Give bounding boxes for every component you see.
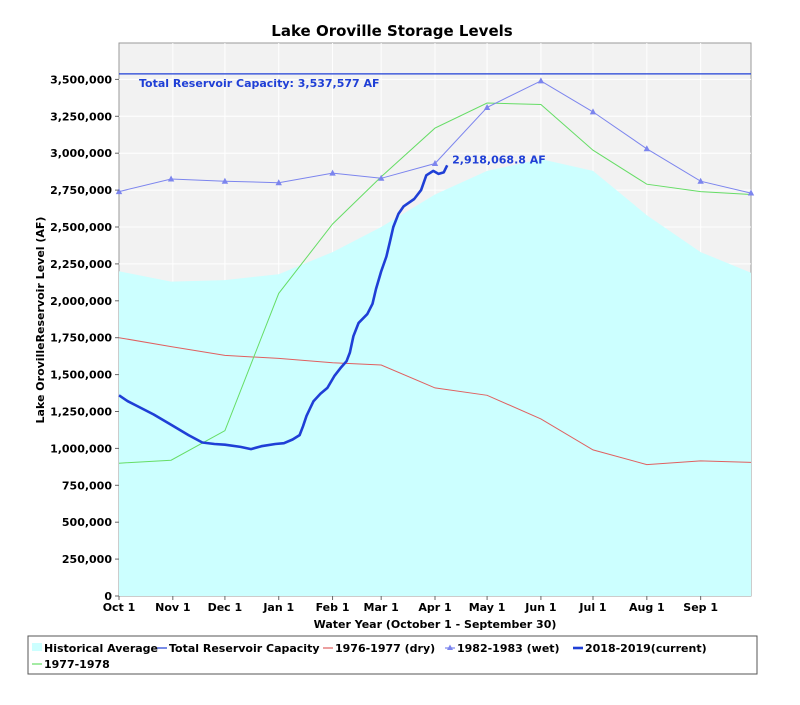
legend-item-historical-average: Historical Average <box>32 642 158 655</box>
legend-swatch <box>32 643 42 651</box>
x-tick-label: Jul 1 <box>578 601 606 614</box>
x-tick-label: Aug 1 <box>629 601 665 614</box>
y-tick-label: 500,000 <box>62 516 112 529</box>
series-1982-1983-marker <box>431 160 439 167</box>
series-1976-1977-line <box>118 337 752 466</box>
series-1982-1983-marker <box>377 174 385 181</box>
legend-item-total-reservoir-capacity: Total Reservoir Capacity <box>157 642 320 655</box>
x-tick-label: Mar 1 <box>364 601 399 614</box>
x-tick-label: Dec 1 <box>208 601 243 614</box>
series-1982-1983-marker <box>275 179 282 186</box>
x-tick-label: Jun 1 <box>524 601 556 614</box>
series-1982-1983-marker <box>747 189 755 196</box>
y-tick-label: 0 <box>104 590 112 603</box>
x-tick-label: May 1 <box>469 601 506 614</box>
x-tick-label: Nov 1 <box>155 601 190 614</box>
y-tick-label: 1,750,000 <box>50 332 112 345</box>
y-ticks: 0 250,000 500,000 750,000 1,000,000 1,250,000… <box>50 73 119 603</box>
legend-item-1977-1978: 1977-1978 <box>32 658 110 671</box>
y-tick-label: 1,250,000 <box>50 406 112 419</box>
y-tick-label: 750,000 <box>62 479 112 492</box>
x-axis-title: Water Year (October 1 - September 30) <box>314 618 557 631</box>
x-tick-label: Sep 1 <box>683 601 718 614</box>
series-1982-1983-marker <box>329 169 336 176</box>
series-1982-1983-marker <box>221 177 229 184</box>
legend-items: Historical Average Total Reservoir Capaci… <box>32 642 707 671</box>
y-tick-label: 250,000 <box>62 553 112 566</box>
series-1982-1983-marker <box>115 188 123 195</box>
chart-title: Lake Oroville Storage Levels <box>271 22 512 40</box>
y-tick-label: 2,250,000 <box>50 258 112 271</box>
legend-label: 1982-1983 (wet) <box>457 642 560 655</box>
series-1982-1983-marker <box>589 108 597 115</box>
series-layer <box>115 73 755 596</box>
x-ticks: Oct 1 Nov 1 Dec 1 Jan 1 Feb 1 Mar 1 Apr 1 May 1… <box>103 596 718 614</box>
legend-label: 1977-1978 <box>44 658 110 671</box>
x-tick-label: Apr 1 <box>418 601 451 614</box>
annotations: Total Reservoir Capacity: 3,537,577 AF 2,… <box>139 77 546 166</box>
y-axis-title: Lake OrovilleReservoir Level (AF) <box>34 217 47 424</box>
series-1982-1983-marker <box>167 175 175 182</box>
series-1982-1983-marker <box>697 177 704 184</box>
y-tick-label: 1,500,000 <box>50 369 112 382</box>
capacity-annotation: Total Reservoir Capacity: 3,537,577 AF <box>139 77 380 90</box>
y-tick-label: 2,750,000 <box>50 184 112 197</box>
legend-marker <box>447 644 453 650</box>
legend-item-2018-2019-current: 2018-2019(current) <box>573 642 707 655</box>
current-annotation: 2,918,068.8 AF <box>452 153 546 166</box>
x-tick-label: Feb 1 <box>316 601 350 614</box>
x-tick-label: Oct 1 <box>103 601 136 614</box>
y-tick-label: 2,500,000 <box>50 221 112 234</box>
series-2018-2019-line <box>118 164 449 451</box>
legend <box>27 635 758 675</box>
legend-item-1976-1977-dry: 1976-1977 (dry) <box>323 642 435 655</box>
legend-item-1982-1983-wet: 1982-1983 (wet) <box>445 642 560 655</box>
y-tick-label: 3,000,000 <box>50 147 112 160</box>
y-tick-label: 2,000,000 <box>50 295 112 308</box>
y-tick-label: 3,250,000 <box>50 110 112 123</box>
x-tick-label: Jan 1 <box>262 601 294 614</box>
series-1982-1983-marker <box>643 145 651 152</box>
series-historical-average-area <box>119 159 751 596</box>
y-tick-label: 1,000,000 <box>50 442 112 455</box>
legend-label: Total Reservoir Capacity <box>169 642 320 655</box>
series-1982-1983-marker <box>537 77 545 84</box>
legend-label: 1976-1977 (dry) <box>335 642 435 655</box>
series-1977-1978-line <box>118 102 752 464</box>
y-tick-label: 3,500,000 <box>50 73 112 86</box>
legend-label: 2018-2019(current) <box>585 642 707 655</box>
series-1982-1983-marker <box>483 103 491 110</box>
legend-label: Historical Average <box>44 642 158 655</box>
